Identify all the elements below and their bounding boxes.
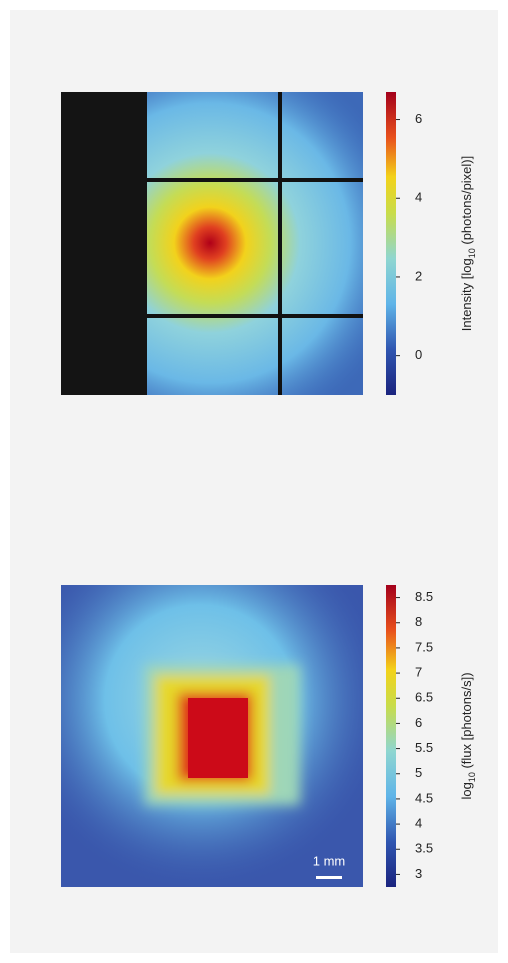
scale-bar-label: 1 mm xyxy=(313,853,346,868)
label-part: (photons/pixel)] xyxy=(459,156,474,249)
colorbar-tick-label: 2 xyxy=(415,268,422,283)
colorbar-tick-label: 0 xyxy=(415,347,422,362)
colorbar-tick-label: 5.5 xyxy=(415,740,433,755)
colorbar-tick-label: 6.5 xyxy=(415,690,433,705)
colorbar-tick-label: 4 xyxy=(415,816,422,831)
colorbar-tick-label: 8 xyxy=(415,614,422,629)
label-part: log xyxy=(459,782,474,799)
colorbar xyxy=(386,92,396,395)
colorbar-tick-label: 8.5 xyxy=(415,589,433,604)
flux-map: 1 mm xyxy=(61,585,363,887)
colorbar-tick-label: 7 xyxy=(415,665,422,680)
label-part: (flux [photons/s]) xyxy=(459,672,474,772)
colorbar xyxy=(386,585,396,887)
colorbar-tick-label: 7.5 xyxy=(415,639,433,654)
colorbar-tick-label: 4.5 xyxy=(415,790,433,805)
colorbar-tick-label: 3 xyxy=(415,866,422,881)
colorbar-tick-label: 5 xyxy=(415,765,422,780)
label-part: Intensity [log xyxy=(459,258,474,331)
colorbar-label: Intensity [log10 (photons/pixel)] xyxy=(459,156,477,332)
colorbar-tick-label: 3.5 xyxy=(415,841,433,856)
colorbar-tick-label: 6 xyxy=(415,715,422,730)
colorbar-label: log10 (flux [photons/s]) xyxy=(459,672,477,799)
colorbar-tick-label: 6 xyxy=(415,111,422,126)
label-part: 10 xyxy=(467,248,477,258)
detector-image xyxy=(61,92,363,395)
label-part: 10 xyxy=(467,772,477,782)
colorbar-tick-label: 4 xyxy=(415,190,422,205)
